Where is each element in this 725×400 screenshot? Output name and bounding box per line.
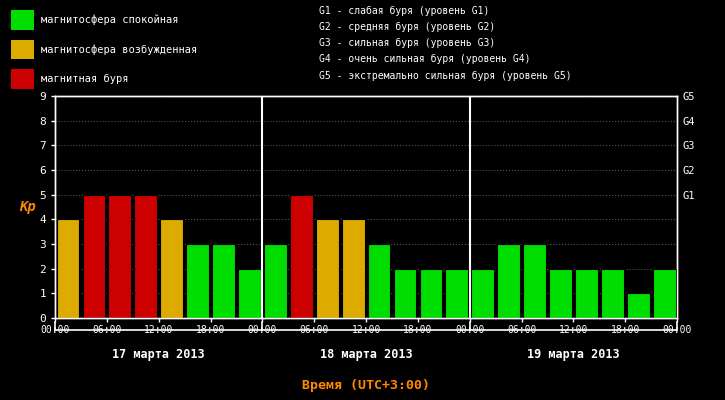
Bar (652, 269, 676, 318)
Bar (523, 244, 546, 318)
Text: магнитосфера спокойная: магнитосфера спокойная (41, 14, 179, 25)
Text: магнитосфера возбужденная: магнитосфера возбужденная (41, 44, 198, 55)
Text: G1 - слабая буря (уровень G1): G1 - слабая буря (уровень G1) (319, 6, 489, 16)
Bar (341, 219, 365, 318)
Bar (471, 269, 494, 318)
Text: Время (UTC+3:00): Время (UTC+3:00) (302, 378, 430, 392)
Text: G5 - экстремально сильная буря (уровень G5): G5 - экстремально сильная буря (уровень … (319, 70, 571, 81)
Text: G2 - средняя буря (уровень G2): G2 - средняя буря (уровень G2) (319, 22, 495, 32)
Bar (549, 269, 572, 318)
Bar (264, 244, 287, 318)
Bar (11, 69, 34, 89)
Bar (134, 195, 157, 318)
Text: G3 - сильная буря (уровень G3): G3 - сильная буря (уровень G3) (319, 38, 495, 48)
Bar (109, 195, 131, 318)
Text: 18 марта 2013: 18 марта 2013 (320, 348, 413, 361)
Bar (316, 219, 339, 318)
Bar (601, 269, 624, 318)
Bar (497, 244, 520, 318)
Bar (575, 269, 598, 318)
Bar (627, 293, 650, 318)
Bar (186, 244, 209, 318)
Bar (290, 195, 312, 318)
Bar (160, 219, 183, 318)
Text: магнитная буря: магнитная буря (41, 74, 129, 84)
Text: 19 марта 2013: 19 марта 2013 (527, 348, 620, 361)
Bar (238, 269, 261, 318)
Text: G4 - очень сильная буря (уровень G4): G4 - очень сильная буря (уровень G4) (319, 54, 531, 64)
Bar (420, 269, 442, 318)
Bar (368, 244, 391, 318)
Bar (11, 40, 34, 59)
Bar (57, 219, 80, 318)
Bar (445, 269, 468, 318)
Text: Кр: Кр (19, 200, 36, 214)
Text: 17 марта 2013: 17 марта 2013 (112, 348, 205, 361)
Bar (394, 269, 416, 318)
Bar (212, 244, 235, 318)
Bar (83, 195, 105, 318)
Bar (11, 10, 34, 30)
